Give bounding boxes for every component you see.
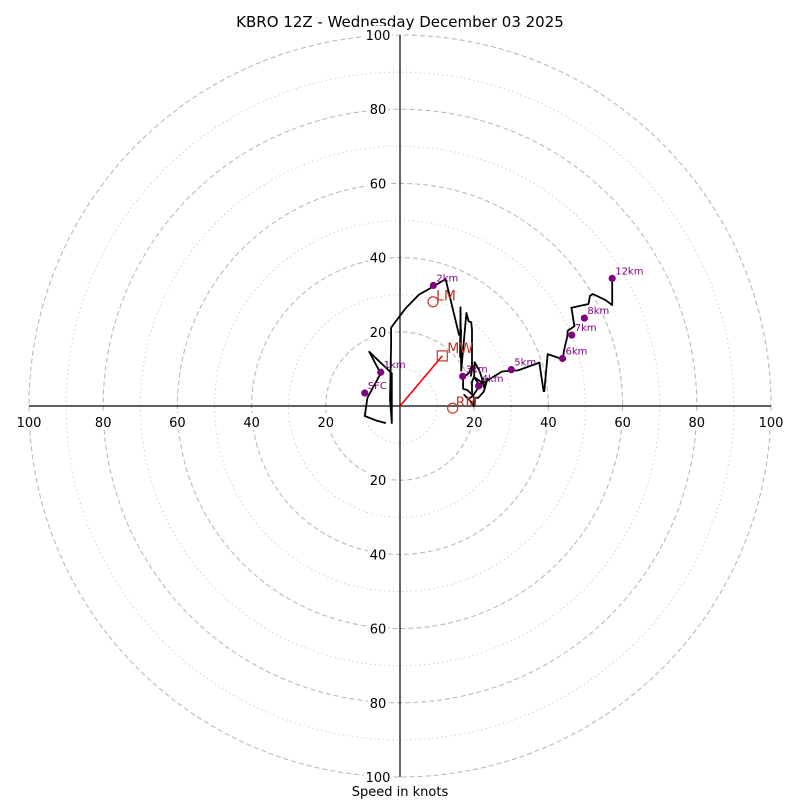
tick-label-bottom-80-bg (368, 693, 388, 711)
tick-label-top-40: 40 (370, 252, 387, 267)
height-label-3km: 3km (466, 364, 488, 375)
mean-wind-marker (436, 350, 448, 362)
tick-label-right-60: 60 (614, 416, 631, 431)
mean-wind-vector (399, 355, 443, 407)
height-label-7km: 7km (575, 323, 597, 334)
tick-label-top-40-bg (368, 248, 388, 266)
tick-label-left-60-bg (167, 413, 188, 430)
tick-label-bottom-20: 20 (370, 474, 387, 489)
tick-label-right-100-bg (757, 413, 785, 430)
height-marker-8km (580, 314, 588, 322)
height-label-12km: 12km (615, 266, 643, 277)
tick-label-left-80-bg (93, 413, 114, 430)
tick-label-top-100: 100 (366, 29, 391, 44)
tick-label-bottom-80: 80 (370, 697, 387, 712)
tick-label-left-20-bg (315, 413, 336, 430)
height-label-4km: 4km (482, 374, 504, 385)
tick-label-top-60: 60 (370, 177, 387, 192)
mean-wind-label: MW (447, 341, 473, 357)
tick-label-top-60-bg (368, 174, 388, 192)
storm-motion: LM RM (427, 289, 478, 414)
height-label-6km: 6km (565, 347, 587, 358)
tick-label-left-100-bg (15, 413, 43, 430)
tick-label-right-80: 80 (689, 416, 706, 431)
tick-label-bottom-20-bg (368, 471, 388, 489)
left-mover-label: LM (436, 289, 456, 305)
tick-label-top-80-bg (368, 100, 388, 118)
tick-label-bottom-40: 40 (370, 548, 387, 563)
height-marker-4km (475, 382, 483, 390)
x-axis-label: Speed in knots (352, 785, 449, 800)
tick-label-bottom-40-bg (368, 545, 388, 563)
tick-label-left-40: 40 (243, 416, 260, 431)
tick-label-top-80: 80 (370, 103, 387, 118)
tick-label-right-40-bg (538, 413, 559, 430)
height-marker-1km (377, 368, 385, 376)
height-marker-6km (558, 354, 567, 363)
height-label-8km: 8km (587, 306, 609, 317)
left-mover-marker (427, 296, 439, 308)
height-marker-sfc (361, 389, 369, 397)
tick-label-top-20-bg (368, 322, 388, 340)
chart-title: KBRO 12Z - Wednesday December 03 2025 (236, 13, 564, 31)
tick-label-left-60: 60 (169, 416, 186, 431)
tick-label-right-40: 40 (540, 416, 557, 431)
tick-label-left-80: 80 (95, 416, 112, 431)
wind-profile-line (363, 278, 614, 425)
height-marker-5km (507, 366, 515, 374)
tick-label-right-100: 100 (759, 416, 784, 431)
right-mover-label: RM (456, 395, 478, 411)
height-label-5km: 5km (514, 358, 536, 369)
height-label-2km: 2km (436, 273, 458, 284)
height-marker-12km (608, 274, 616, 282)
height-marker-7km (568, 331, 576, 339)
height-label-1km: 1km (384, 360, 406, 371)
tick-label-bottom-60: 60 (370, 623, 387, 638)
tick-label-right-20-bg (464, 413, 485, 430)
height-marker-2km (429, 281, 437, 290)
mean-wind: MW (399, 341, 473, 407)
tick-label-bottom-60-bg (368, 619, 388, 637)
right-mover-marker (447, 402, 459, 414)
tick-label-right-60-bg (612, 413, 633, 430)
tick-label-bottom-100: 100 (366, 771, 391, 786)
tick-label-left-40-bg (241, 413, 262, 430)
tick-label-top-20: 20 (370, 326, 387, 341)
tick-label-left-20: 20 (318, 416, 335, 431)
wind-profile (363, 278, 614, 425)
tick-label-right-20: 20 (466, 416, 483, 431)
tick-label-bottom-100-bg (364, 768, 392, 785)
height-label-sfc: SFC (368, 381, 387, 392)
tick-label-top-100-bg (364, 26, 392, 43)
tick-labels: 100 80 60 40 20 20 40 60 80 100 20 40 60 80 100 20 40 60 8… (15, 26, 785, 786)
tick-label-right-80-bg (686, 413, 707, 430)
tick-label-left-100: 100 (17, 416, 42, 431)
height-marker-3km (459, 372, 467, 380)
